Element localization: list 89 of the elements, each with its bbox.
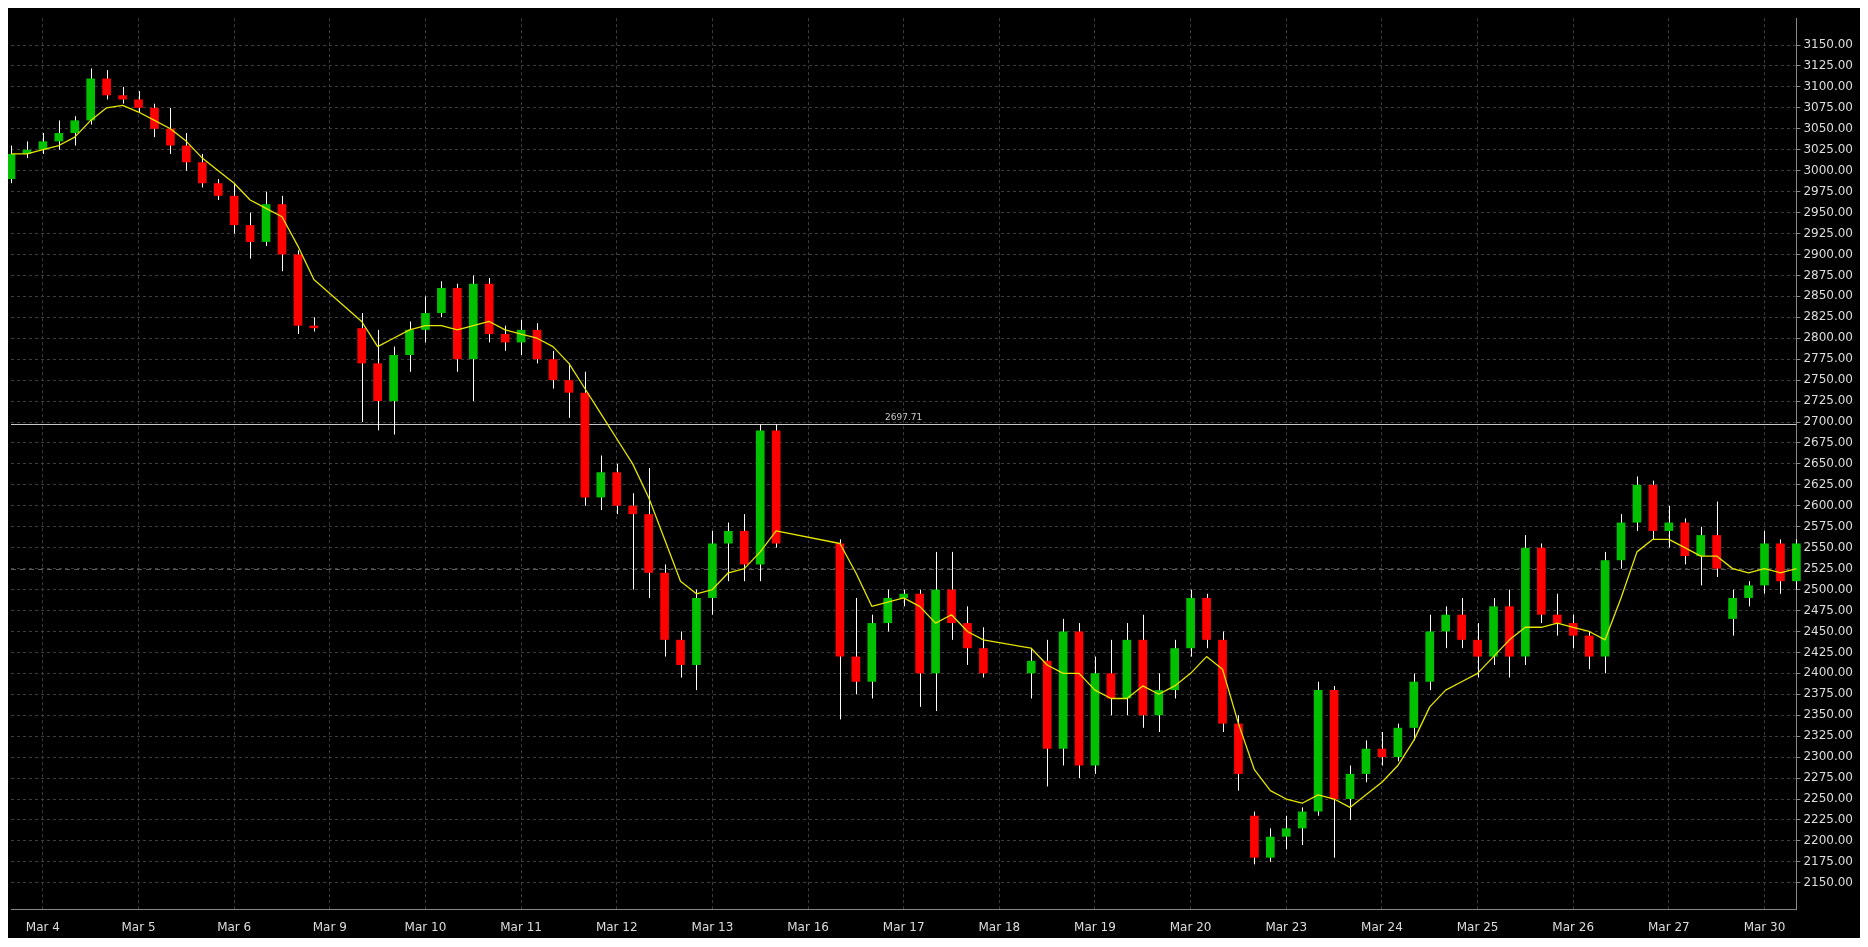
y-tick-label: 2225.00: [1803, 812, 1853, 827]
candlestick: [102, 69, 111, 100]
y-tick-label: 3000.00: [1803, 162, 1853, 177]
y-tick-label: 3050.00: [1803, 120, 1853, 135]
y-tick-label: 2350.00: [1803, 707, 1853, 722]
y-tick-label: 2950.00: [1803, 204, 1853, 219]
candlestick: [70, 115, 80, 147]
y-tick-label: 2725.00: [1803, 393, 1853, 408]
x-tick-label: Mar 9: [312, 919, 347, 934]
x-tick-label: Mar 30: [1743, 919, 1786, 934]
candlestick: [1473, 622, 1482, 679]
y-tick-label: 2400.00: [1803, 665, 1853, 680]
candlestick: [1568, 614, 1578, 649]
y-tick-label: 2900.00: [1803, 246, 1853, 261]
candlestick: [1281, 815, 1291, 850]
x-tick-label: Mar 5: [121, 919, 156, 934]
x-tick-label: Mar 27: [1647, 919, 1690, 934]
y-tick-label: 2650.00: [1803, 456, 1853, 471]
x-tick-label: Mar 13: [691, 919, 734, 934]
y-tick-label: 2625.00: [1803, 476, 1853, 491]
y-tick-label: 2850.00: [1803, 288, 1853, 303]
y-tick-label: 2750.00: [1803, 372, 1853, 387]
candlestick: [1696, 526, 1706, 586]
x-tick-label: Mar 12: [595, 919, 638, 934]
y-tick-label: 3100.00: [1803, 79, 1853, 94]
y-tick-label: 2175.00: [1803, 853, 1853, 868]
y-tick-label: 2575.00: [1803, 518, 1853, 533]
y-tick-label: 2150.00: [1803, 874, 1853, 889]
candlestick: [150, 103, 159, 138]
candlestick: [182, 132, 191, 172]
x-tick-label: Mar 20: [1169, 919, 1212, 934]
candlestick: [1441, 605, 1451, 649]
candlestick: [1584, 630, 1594, 670]
x-tick-label: Mar 16: [787, 919, 829, 934]
y-tick-label: 2300.00: [1803, 749, 1853, 764]
y-tick-label: 3075.00: [1803, 99, 1853, 114]
y-tick-label: 3025.00: [1803, 141, 1853, 156]
candlestick: [564, 362, 574, 419]
y-tick-label: 2550.00: [1803, 539, 1853, 554]
candlestick: [1728, 589, 1737, 637]
y-tick-label: 3125.00: [1803, 58, 1853, 73]
candlestick: [628, 492, 638, 591]
candlestick: [166, 107, 175, 155]
y-tick-label: 2775.00: [1803, 351, 1853, 366]
y-tick-label: 2250.00: [1803, 791, 1853, 806]
x-tick-label: Mar 25: [1456, 919, 1499, 934]
y-tick-label: 2975.00: [1803, 183, 1853, 198]
x-tick-label: Mar 6: [217, 919, 252, 934]
candlestick: [197, 153, 207, 188]
y-tick-label: 2375.00: [1803, 686, 1853, 701]
y-tick-label: 2675.00: [1803, 435, 1853, 450]
x-tick-label: Mar 19: [1074, 919, 1116, 934]
y-tick-label: 2425.00: [1803, 644, 1853, 659]
y-tick-label: 2600.00: [1803, 497, 1853, 512]
x-tick-label: Mar 26: [1552, 919, 1595, 934]
y-tick-label: 2325.00: [1803, 728, 1853, 743]
candlestick: [54, 119, 64, 151]
x-tick-label: Mar 4: [25, 919, 60, 934]
y-tick-label: 2825.00: [1803, 309, 1853, 324]
candlestick: [134, 90, 143, 113]
x-tick-label: Mar 10: [404, 919, 447, 934]
candlestick: [245, 212, 255, 260]
x-tick-label: Mar 17: [882, 919, 925, 934]
y-tick-label: 2475.00: [1803, 602, 1853, 617]
y-tick-label: 2450.00: [1803, 623, 1853, 638]
y-tick-label: 2275.00: [1803, 770, 1853, 785]
y-tick-label: 2700.00: [1803, 414, 1853, 429]
y-tick-label: 2925.00: [1803, 225, 1853, 240]
candlestick: [500, 325, 510, 352]
x-tick-label: Mar 18: [978, 919, 1021, 934]
y-tick-label: 2525.00: [1803, 560, 1853, 575]
candlestick: [1744, 580, 1753, 607]
y-tick-label: 2200.00: [1803, 833, 1853, 848]
x-tick-label: Mar 11: [500, 919, 542, 934]
y-tick-label: 2875.00: [1803, 267, 1853, 282]
candlestick: [213, 178, 223, 201]
ref-line-label: 2697.71: [885, 411, 923, 422]
candlestick: [1297, 806, 1307, 846]
candlestick: [548, 350, 558, 389]
candlestick: [723, 522, 733, 582]
y-tick-label: 3150.00: [1803, 37, 1853, 52]
candlestick: [1552, 593, 1562, 637]
candlestick: [421, 295, 430, 343]
y-tick-label: 2500.00: [1803, 581, 1853, 596]
candlestick: [1026, 647, 1036, 699]
y-tick-label: 2800.00: [1803, 330, 1853, 345]
candlestick: [1265, 827, 1275, 863]
x-tick-label: Mar 24: [1361, 919, 1403, 934]
x-tick-label: Mar 23: [1265, 919, 1308, 934]
